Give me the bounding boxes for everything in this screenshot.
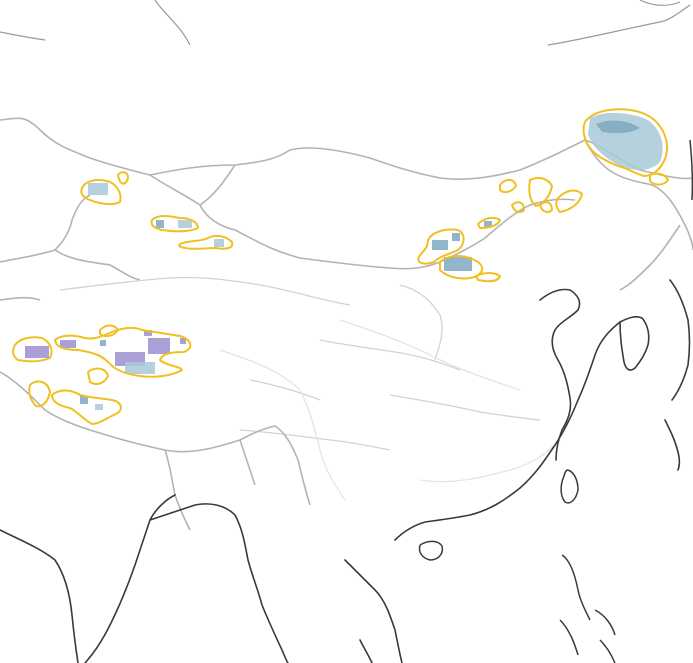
range-outline: [80, 179, 122, 206]
south-asia-border: [0, 371, 311, 531]
japan-coastline: [664, 279, 691, 471]
range-outline: [477, 216, 501, 229]
occurrence-cell: [156, 220, 164, 228]
range-outline: [87, 367, 109, 385]
occurrence-cell: [80, 396, 88, 404]
range-outline: [555, 189, 583, 213]
range-outline: [51, 389, 122, 425]
central-asia-border: [0, 194, 141, 301]
range-outline: [117, 171, 129, 185]
korean-peninsula: [619, 315, 650, 371]
occurrence-cell: [452, 233, 460, 241]
range-outline: [150, 215, 199, 233]
range-altai: [80, 171, 129, 206]
occurrence-cell: [432, 240, 448, 250]
range-outline: [511, 201, 525, 214]
bay-of-bengal-coastline: [149, 503, 289, 663]
range-outline: [499, 178, 517, 194]
range-outline: [417, 228, 465, 265]
northeast-border: [584, 139, 693, 291]
range-outline: [54, 326, 192, 378]
range-outline: [649, 172, 669, 186]
range-outline: [475, 272, 501, 283]
occurrence-cell: [100, 340, 106, 346]
range-outline: [99, 324, 119, 338]
range-outline: [528, 177, 553, 207]
occurrence-cell: [25, 346, 49, 358]
india-coastline: [0, 494, 176, 663]
occurrence-cell: [60, 340, 76, 348]
range-outline: [539, 201, 553, 214]
taiwan-island: [560, 469, 579, 504]
occurrence-cell: [180, 338, 186, 344]
hainan-island: [418, 540, 444, 561]
sakhalin-island: [689, 139, 693, 201]
occurrence-cell: [144, 330, 152, 336]
range-western-tibetan-plateau: [54, 324, 192, 378]
china-east-coastline: [539, 288, 581, 461]
philippines-islands: [559, 554, 616, 663]
occurrence-cell: [214, 239, 224, 247]
occurrence-cell: [95, 404, 103, 410]
occurrence-cell: [444, 257, 472, 271]
occurrence-cell: [178, 220, 192, 228]
province-lines: [59, 276, 541, 451]
arctic-coastline: [0, 0, 691, 46]
range-outline: [439, 255, 484, 280]
range-tian-shan: [150, 215, 234, 250]
range-outline: [28, 380, 51, 408]
range-western-himalaya: [12, 336, 122, 425]
occurrence-cell: [125, 362, 155, 374]
range-outline: [12, 336, 53, 363]
rivers: [219, 319, 561, 501]
mongolia-china-border: [149, 164, 576, 270]
range-inner-mongolia: [417, 216, 501, 283]
southeast-asia-coastline: [344, 321, 621, 663]
occurrence-cell: [484, 221, 492, 227]
occurrence-cell: [88, 183, 108, 195]
range-outline: [582, 108, 668, 177]
range-outline: [178, 234, 234, 250]
range-greater-khingan: [499, 108, 669, 214]
occurrence-cell: [596, 120, 640, 134]
occurrence-cell: [148, 338, 170, 354]
